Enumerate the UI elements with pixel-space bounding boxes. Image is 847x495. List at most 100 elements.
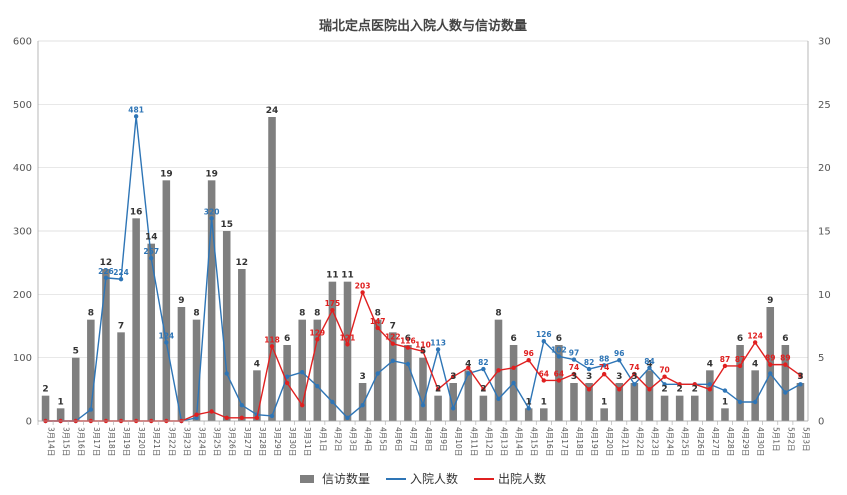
discharge-point — [586, 387, 592, 392]
x-tick-label: 4月23日 — [650, 427, 659, 456]
bar — [751, 370, 759, 421]
bar-value-label: 2 — [480, 385, 486, 395]
x-tick-label: 4月6日 — [394, 427, 403, 452]
x-tick-label: 4月28日 — [726, 427, 735, 456]
bar-value-label: 4 — [707, 359, 713, 369]
discharge-point — [571, 371, 577, 377]
bar — [434, 395, 442, 421]
x-tick-label: 4月22日 — [635, 427, 644, 456]
bar — [555, 345, 563, 421]
admission-value-label: 97 — [569, 349, 579, 358]
bar — [585, 383, 593, 421]
bar — [721, 408, 729, 421]
right-y-tick-label: 10 — [818, 290, 831, 301]
admission-point — [194, 415, 199, 421]
bar-value-label: 2 — [677, 385, 683, 395]
bar-value-label: 3 — [571, 372, 577, 382]
bar-value-label: 1 — [541, 397, 547, 407]
x-tick-label: 4月12日 — [484, 427, 493, 456]
bar-value-label: 8 — [375, 309, 381, 319]
admission-point — [239, 402, 245, 408]
left-y-tick-label: 200 — [13, 290, 32, 301]
discharge-point — [677, 382, 682, 387]
admission-point — [103, 275, 109, 281]
discharge-value-label: 96 — [523, 349, 533, 358]
bar — [253, 370, 261, 421]
admission-value-label: 320 — [204, 207, 220, 216]
admission-point — [224, 371, 229, 376]
x-tick-label: 3月21日 — [152, 427, 161, 456]
discharge-point — [254, 415, 260, 421]
bar-value-label: 2 — [42, 385, 48, 395]
admission-point — [164, 340, 169, 345]
left-y-axis: 0 100 200 300 400 500 600 — [13, 37, 39, 428]
x-tick-label: 3月30日 — [288, 427, 297, 456]
bar — [600, 408, 608, 421]
bar — [690, 395, 699, 421]
bar-value-label: 5 — [73, 347, 79, 357]
admission-point — [768, 371, 773, 376]
admission-point — [601, 363, 607, 368]
admission-value-label: 88 — [599, 354, 609, 363]
bar-value-label: 3 — [450, 372, 456, 382]
discharge-value-label: 64 — [554, 369, 564, 378]
admission-point — [737, 399, 743, 405]
legend-label: 出院人数 — [498, 471, 546, 486]
x-tick-label: 4月26日 — [696, 427, 705, 456]
admission-point — [133, 114, 139, 119]
bar-value-label: 6 — [510, 334, 516, 344]
bar — [192, 319, 201, 421]
discharge-value-label: 87 — [720, 355, 730, 364]
x-tick-label: 4月16日 — [545, 427, 554, 456]
discharge-point — [345, 342, 350, 347]
bar — [449, 383, 457, 421]
discharge-value-label: 70 — [659, 366, 669, 375]
bar — [343, 281, 352, 421]
discharge-value-label: 118 — [264, 335, 280, 344]
discharge-point — [496, 368, 501, 373]
x-tick-label: 4月1日 — [318, 427, 327, 452]
bar-value-label: 6 — [556, 334, 562, 344]
discharge-value-label: 124 — [747, 331, 763, 340]
legend-swatch — [300, 475, 314, 483]
discharge-value-label: 122 — [385, 333, 401, 342]
x-tick-label: 3月25日 — [213, 427, 222, 456]
discharge-point — [300, 402, 305, 408]
x-tick-label: 5月1日 — [771, 427, 780, 452]
discharge-point — [269, 344, 275, 349]
x-tick-label: 3月23日 — [182, 427, 191, 456]
legend-item: 入院人数 — [386, 471, 458, 486]
bar-series-group — [41, 117, 805, 421]
bar-value-label: 6 — [782, 334, 788, 344]
x-tick-label: 4月8日 — [424, 427, 433, 452]
bar — [102, 269, 110, 421]
bar — [796, 383, 805, 421]
discharge-value-label: 89 — [780, 354, 790, 363]
bar — [615, 383, 624, 421]
x-tick-label: 3月17日 — [92, 427, 101, 456]
discharge-value-label: 89 — [765, 354, 775, 363]
legend-item: 出院人数 — [474, 471, 546, 486]
x-tick-label: 3月16日 — [77, 427, 86, 456]
admission-point — [345, 415, 350, 421]
admission-point — [284, 374, 290, 379]
bar — [630, 383, 639, 421]
bar — [313, 319, 322, 421]
bar-value-label: 11 — [326, 271, 339, 281]
discharge-point — [360, 290, 365, 295]
bar — [419, 357, 427, 421]
admission-point — [450, 406, 456, 411]
bar-value-label: 1 — [601, 397, 607, 407]
x-tick-label: 4月18日 — [575, 427, 584, 456]
x-tick-label: 3月15日 — [62, 427, 71, 456]
bar — [56, 408, 65, 421]
discharge-point — [224, 415, 229, 421]
x-tick-label: 3月19日 — [122, 427, 131, 456]
admission-value-label: 82 — [478, 358, 488, 367]
discharge-point — [435, 387, 441, 392]
admission-point — [269, 413, 275, 419]
admission-point — [632, 382, 637, 387]
x-tick-label: 4月25日 — [681, 427, 690, 456]
x-tick-label: 3月22日 — [167, 427, 176, 456]
bar-value-label: 3 — [616, 372, 622, 382]
